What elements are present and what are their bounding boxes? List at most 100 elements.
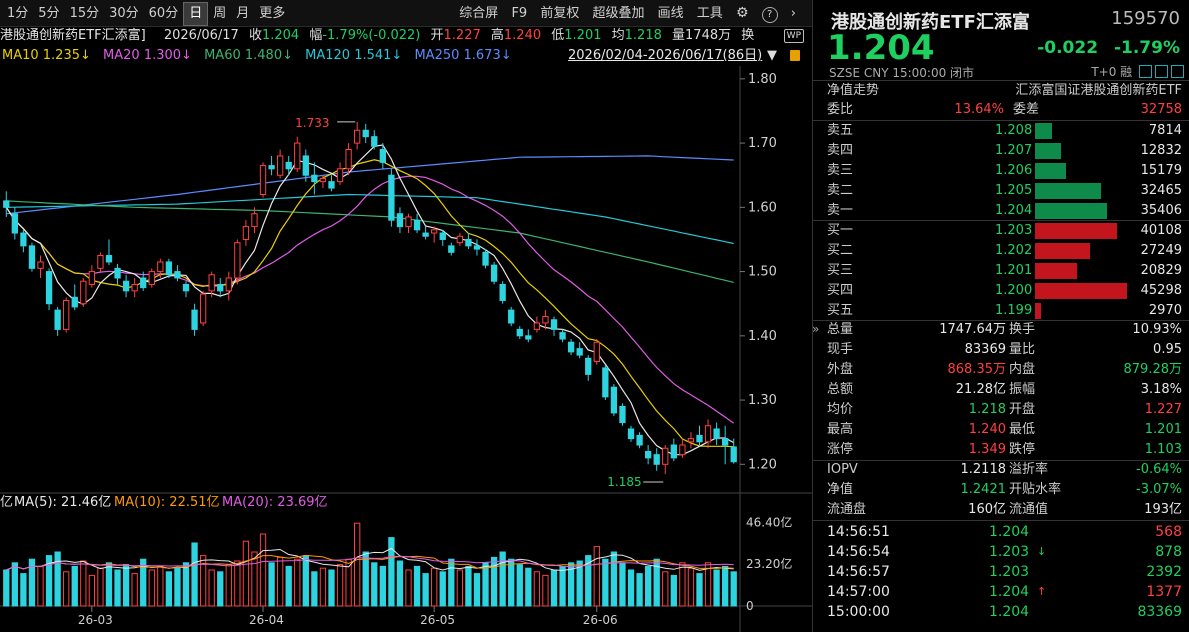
- bid-row[interactable]: 买一 1.203 40108: [813, 221, 1189, 241]
- help-icon[interactable]: ?: [761, 7, 778, 23]
- ma60-legend: MA60 1.480↓: [204, 48, 293, 63]
- period-tab[interactable]: 更多: [259, 6, 286, 21]
- volume-bar: [285, 565, 292, 607]
- candle-body: [20, 232, 27, 247]
- volume-bar: [396, 560, 404, 607]
- stat-label: 振幅: [1009, 382, 1036, 397]
- panel-security-name: 港股通创新药ETF汇添富: [831, 12, 1030, 33]
- stat-value: 193亿: [1144, 502, 1182, 517]
- volume-bar: [482, 562, 489, 607]
- volume-bar: [662, 571, 669, 607]
- stat-label: 流通值: [1009, 502, 1049, 517]
- toolbar-btn-f9[interactable]: F9: [511, 6, 528, 21]
- stat-label: 均价: [827, 402, 854, 417]
- period-toolbar: 1分 5分 15分 30分 60分日周月更多 综合屏 F9 前复权 超级叠加 画线 工具…: [0, 0, 812, 27]
- gear-icon[interactable]: ⚙: [735, 5, 749, 21]
- volume-bar: [422, 573, 429, 607]
- book-level-label: 卖五: [827, 123, 854, 138]
- tick-volume: 568: [1155, 524, 1182, 540]
- volume-bar: [644, 565, 652, 607]
- candle-body: [63, 299, 70, 330]
- volume-bar: [593, 546, 600, 607]
- chevron-right-icon[interactable]: ›: [790, 6, 796, 21]
- ask-row[interactable]: 卖四 1.207 12832: [813, 141, 1189, 161]
- candle-body: [636, 434, 643, 446]
- volume-bar: [105, 562, 113, 607]
- tick-time: 14:56:51: [827, 524, 890, 540]
- period-tab[interactable]: 月: [236, 6, 250, 21]
- candle-body: [302, 155, 309, 176]
- period-tab[interactable]: 15分: [69, 6, 100, 21]
- collapse-icon[interactable]: »: [812, 322, 820, 336]
- ask-row[interactable]: 卖五 1.208 7814: [813, 121, 1189, 141]
- book-volume-bar: [1035, 283, 1127, 299]
- volume-bar: [199, 555, 207, 607]
- candle-body: [576, 348, 583, 356]
- toolbar-btn-tools[interactable]: 工具: [696, 6, 723, 21]
- candle-body: [276, 155, 284, 176]
- avg-value: 1.218: [624, 28, 662, 43]
- period-tab[interactable]: 周: [213, 6, 227, 21]
- volume-ma-line: [6, 547, 734, 571]
- bid-row[interactable]: 买四 1.200 45298: [813, 281, 1189, 301]
- toolbar-btn-zonghe[interactable]: 综合屏: [459, 6, 499, 21]
- dropdown-triangle-icon[interactable]: ▼: [767, 48, 777, 63]
- bid-row[interactable]: 买二 1.202 27249: [813, 241, 1189, 261]
- period-tab[interactable]: 30分: [109, 6, 139, 21]
- nav-trend-row[interactable]: 净值走势 汇添富国证港股通创新药ETF: [813, 81, 1189, 101]
- period-tab[interactable]: 1分: [7, 6, 29, 21]
- high-label: 高: [490, 28, 504, 43]
- volume-tick-label: 0: [746, 599, 754, 613]
- bid-row[interactable]: 买五 1.199 2970: [813, 301, 1189, 321]
- book-level-label: 买二: [827, 243, 854, 258]
- expand-icon[interactable]: [1139, 65, 1152, 78]
- toolbar-btn-overlay[interactable]: 超级叠加: [592, 6, 645, 21]
- stat-label: 最低: [1009, 422, 1036, 437]
- toolbar-btn-draw[interactable]: 画线: [657, 6, 684, 21]
- candle-body: [11, 213, 18, 234]
- volume-legend: MA(5): 21.46亿: [14, 495, 111, 510]
- volume-bar: [730, 571, 737, 607]
- candle-body: [37, 261, 44, 269]
- volume-bar: [191, 542, 198, 607]
- candle-body: [354, 129, 361, 144]
- bid-row[interactable]: 买三 1.201 20829: [813, 261, 1189, 281]
- stat-label: IOPV: [827, 462, 858, 477]
- period-tab[interactable]: 日: [183, 2, 209, 26]
- volume-bar: [508, 558, 515, 607]
- candle-body: [371, 136, 378, 147]
- stat-value: 21.28亿: [955, 382, 1006, 397]
- low-marker-label: 1.185: [607, 475, 641, 489]
- volume-bar: [533, 571, 541, 607]
- window-icon[interactable]: [1171, 65, 1184, 78]
- candle-body: [328, 181, 335, 189]
- candle-body: [499, 283, 506, 301]
- book-price: 1.202: [995, 243, 1033, 258]
- panel-security-code: 159570: [1111, 8, 1180, 29]
- volume-bar: [388, 537, 395, 607]
- ask-row[interactable]: 卖三 1.206 15179: [813, 161, 1189, 181]
- volume-bar: [336, 564, 344, 607]
- price-tick-label: 1.80: [748, 72, 777, 87]
- candle-body: [525, 335, 532, 340]
- stat-row: 总量 1747.64万 换手 10.93%: [813, 320, 1189, 340]
- wp-badge-icon[interactable]: WP: [783, 29, 804, 43]
- candle-body: [208, 274, 215, 292]
- volume-bar: [379, 565, 386, 607]
- candle-body: [217, 283, 224, 292]
- lock-icon[interactable]: [790, 50, 800, 61]
- high-marker-label: 1.733: [295, 116, 329, 130]
- stat-value: 10.93%: [1132, 322, 1182, 337]
- stat-row: 现手 83369 量比 0.95: [813, 340, 1189, 360]
- period-tab[interactable]: 60分: [148, 6, 179, 21]
- date-range[interactable]: 2026/02/04-2026/06/17(86日): [568, 48, 763, 63]
- period-tab[interactable]: 5分: [38, 6, 60, 21]
- ask-row[interactable]: 卖二 1.205 32465: [813, 181, 1189, 201]
- ask-row[interactable]: 卖一 1.204 35406: [813, 201, 1189, 221]
- tick-price: 1.204: [989, 524, 1030, 540]
- candle-body: [439, 232, 446, 240]
- candle-body: [3, 200, 10, 208]
- toolbar-btn-fuquan[interactable]: 前复权: [540, 6, 580, 21]
- grid-icon[interactable]: [1155, 65, 1168, 78]
